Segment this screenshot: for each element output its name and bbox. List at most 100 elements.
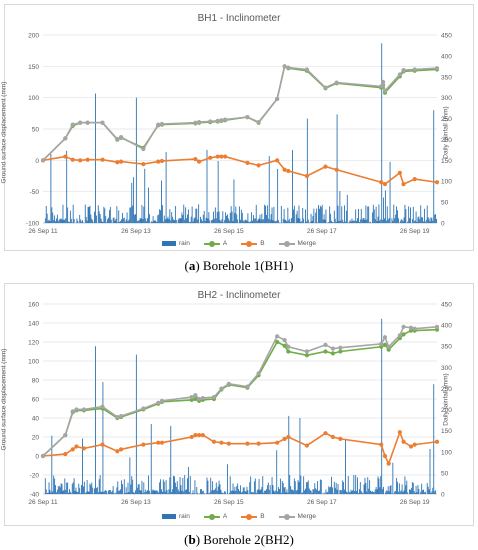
y-tick-label: 0 [35, 454, 39, 461]
rain-bar [104, 490, 106, 494]
rain-bar [392, 462, 394, 494]
rain-bar [185, 490, 187, 494]
rain-bar [344, 205, 345, 223]
rain-bar [353, 220, 355, 223]
data-point-b [118, 447, 124, 452]
rain-bar [308, 488, 310, 494]
rain-bar [134, 214, 135, 223]
rain-bar [397, 218, 399, 223]
y2-tick-label: 450 [441, 302, 452, 309]
rain-bar [65, 489, 67, 494]
data-point-b [397, 170, 402, 175]
y-tick-label: 80 [32, 378, 40, 385]
rain-bar [427, 217, 429, 223]
data-point-b [304, 443, 310, 448]
rain-bar [349, 219, 351, 223]
rain-bar [367, 206, 369, 223]
rain-bar [152, 216, 154, 223]
rain-bar [407, 492, 409, 494]
y2-tick-label: 300 [441, 95, 452, 102]
rain-bar [279, 488, 280, 494]
rain-bar [286, 221, 288, 223]
rain-bar [129, 457, 131, 494]
data-point-b [408, 444, 414, 449]
rain-bar [267, 482, 269, 494]
rain-bar [81, 485, 82, 494]
rain-bar [369, 222, 371, 223]
rain-bar [319, 479, 321, 494]
data-point-merge [245, 384, 250, 389]
rain-bar [72, 204, 74, 223]
rain-bar [164, 491, 166, 494]
rain-bar [179, 477, 181, 494]
rain-bar [417, 217, 419, 223]
rain-bar [283, 209, 285, 223]
rain-bar [358, 489, 360, 494]
data-point-merge [412, 67, 417, 72]
rain-bar [214, 488, 216, 494]
rain-bar [328, 221, 330, 223]
rain-bar [423, 492, 425, 494]
rain-bar [202, 214, 204, 223]
rain-bar [401, 484, 403, 494]
rain-bar [326, 492, 328, 494]
rain-bar [247, 490, 249, 494]
rain-bar [265, 205, 266, 223]
legend-label: A [222, 240, 228, 247]
rain-bar [419, 219, 421, 223]
rain-bar [375, 206, 377, 223]
rain-bar [46, 492, 48, 494]
rain-bar [187, 478, 188, 494]
rain-bar [376, 489, 378, 494]
rain-bar [240, 485, 241, 494]
rain-bar [105, 490, 107, 494]
rain-bar [245, 491, 247, 494]
data-point-merge [100, 404, 105, 409]
y2-tick-label: 200 [441, 407, 452, 414]
rain-bar [231, 211, 233, 223]
rain-bar [124, 492, 126, 494]
rain-bar [227, 218, 229, 223]
rain-bar [317, 481, 319, 494]
rain-bar [117, 222, 119, 223]
rain-bar [185, 207, 187, 223]
caption-b: (b) Borehole 2(BH2) [184, 532, 294, 547]
b-swatch [241, 240, 258, 247]
rain-bar [202, 490, 204, 494]
rain-bar [310, 490, 312, 494]
x-tick-label: 26 Sep 19 [400, 228, 430, 235]
rain-bar [300, 475, 302, 494]
rain-bar [414, 220, 416, 223]
data-point-b [118, 159, 124, 164]
data-point-merge [118, 135, 124, 140]
rain-bar [188, 491, 190, 494]
rain-bar [84, 204, 86, 223]
rain-bar [266, 485, 268, 494]
rain-bar [428, 218, 430, 223]
rain-bar [142, 493, 144, 494]
data-point-merge [156, 122, 161, 127]
data-point-merge [200, 395, 205, 401]
rain-bar [47, 492, 49, 494]
rain-bar [400, 219, 402, 223]
caption-letter: b [188, 532, 196, 547]
rain-bar [85, 216, 87, 223]
rain-bar [151, 221, 153, 223]
rain-bar [166, 218, 168, 223]
data-point-b [197, 433, 202, 438]
rain-bar [139, 218, 141, 223]
rain-bar [342, 480, 344, 494]
rain-bar [236, 214, 238, 223]
x-tick-label: 26 Sep 17 [307, 228, 337, 235]
rain-bar [342, 219, 344, 223]
rain-bar [52, 212, 54, 223]
rain-bar [189, 475, 191, 494]
rain-bar [121, 484, 123, 494]
rain-bar [191, 206, 193, 223]
data-point-merge [286, 65, 291, 70]
data-point-b [193, 156, 198, 162]
rain-bar [173, 219, 174, 223]
rain-bar [130, 484, 132, 494]
rain-bar [434, 491, 436, 494]
data-point-b [141, 161, 146, 167]
